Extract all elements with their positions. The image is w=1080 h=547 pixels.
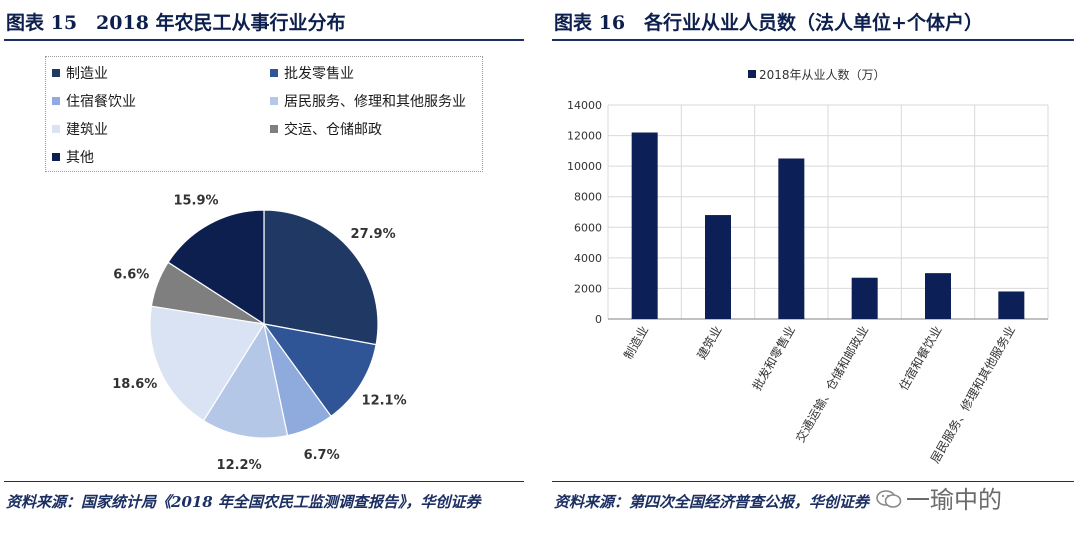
pie-legend-swatch bbox=[270, 97, 278, 105]
bar-category-label: 居民服务、修理和其他服务业 bbox=[927, 323, 1018, 466]
right-panel: 图表 16 各行业从业人员数（法人单位+个体户） 2018年从业人数（万） 0 20… bbox=[548, 0, 1080, 547]
pie-legend-item: 交运、仓储邮政 bbox=[270, 118, 382, 140]
bar-category-label: 交通运输、仓储和邮政业 bbox=[792, 323, 871, 445]
bar-y-tick-label: 2000 bbox=[574, 282, 602, 295]
pie-legend-item: 建筑业 bbox=[52, 118, 108, 140]
bar bbox=[705, 215, 731, 319]
pie-legend-label: 住宿餐饮业 bbox=[66, 94, 136, 110]
pie-legend-swatch bbox=[52, 153, 60, 161]
pie-legend-swatch bbox=[270, 69, 278, 77]
bar-y-tick-label: 8000 bbox=[574, 191, 602, 204]
bar-chart: 2018年从业人数（万） 0 2000 4000 6000 8000 10000 12000 1… bbox=[567, 67, 1049, 466]
pie-slice bbox=[262, 323, 377, 418]
pie-data-label: 6.7% bbox=[304, 448, 340, 463]
left-source-rule bbox=[4, 481, 524, 482]
left-panel: 图表 15 2018 年农民工从事行业分布 制造业 批发零售业住宿餐饮业 居民服务、… bbox=[0, 0, 530, 547]
pie-legend-item: 其他 bbox=[52, 146, 94, 168]
right-figure-title: 图表 16 各行业从业人员数（法人单位+个体户） bbox=[554, 12, 983, 34]
bar-category-label: 批发和零售业 bbox=[749, 323, 798, 393]
pie-legend-swatch bbox=[270, 125, 278, 133]
pie-data-label: 27.9% bbox=[351, 227, 396, 242]
pie-legend-item: 居民服务、修理和其他服务业 bbox=[270, 90, 466, 112]
pie-legend-swatch bbox=[52, 97, 60, 105]
wechat-icon bbox=[876, 490, 902, 508]
pie-slice bbox=[263, 209, 379, 346]
bar-category-label: 住宿和餐饮业 bbox=[896, 323, 945, 393]
bar-y-tick-label: 6000 bbox=[574, 221, 602, 234]
pie-data-label: 6.6% bbox=[113, 267, 149, 282]
right-title-rule bbox=[552, 39, 1074, 41]
right-source-note: 资料来源：第四次全国经济普查公报，华创证券 bbox=[554, 493, 870, 511]
bar-y-tick-label: 12000 bbox=[567, 130, 602, 143]
pie-legend-swatch bbox=[52, 125, 60, 133]
pie-data-label: 12.2% bbox=[217, 458, 262, 473]
pie-legend-label: 建筑业 bbox=[66, 122, 108, 138]
pie-slice bbox=[167, 209, 265, 326]
pie-legend-label: 制造业 bbox=[66, 66, 108, 82]
pie-legend-swatch bbox=[52, 69, 60, 77]
bar bbox=[778, 158, 805, 319]
pie-legend-label: 居民服务、修理和其他服务业 bbox=[284, 94, 466, 110]
left-title-rule bbox=[4, 39, 524, 41]
pie-legend-label: 交运、仓储邮政 bbox=[284, 122, 382, 138]
pie-chart: 27.9% 12.1% 6.7% 12.2% 18.6% 6.6% 15.9% bbox=[112, 193, 407, 473]
bar-category-label: 制造业 bbox=[621, 324, 651, 362]
pie-legend-item: 批发零售业 bbox=[270, 62, 354, 84]
pie-slice bbox=[149, 305, 265, 422]
bar-y-tick-label: 10000 bbox=[567, 160, 602, 173]
bar-y-tick-label: 14000 bbox=[567, 99, 602, 112]
pie-legend-item: 住宿餐饮业 bbox=[52, 90, 136, 112]
pie-legend-label: 其他 bbox=[66, 150, 94, 166]
pie-data-label: 15.9% bbox=[173, 193, 218, 208]
pie-data-label: 18.6% bbox=[112, 377, 157, 392]
bar bbox=[925, 273, 951, 319]
bar bbox=[998, 291, 1025, 319]
pie-legend-item: 制造业 bbox=[52, 62, 108, 84]
bar bbox=[631, 132, 658, 319]
pie-legend-label: 批发零售业 bbox=[284, 66, 354, 82]
bar-y-tick-label: 0 bbox=[595, 313, 602, 326]
pie-data-label: 12.1% bbox=[362, 394, 407, 409]
pie-legend: 制造业 批发零售业住宿餐饮业 居民服务、修理和其他服务业建筑业 交运、仓储邮政其他 bbox=[45, 56, 483, 172]
bar-y-tick-label: 4000 bbox=[574, 252, 602, 265]
pie-slice bbox=[202, 322, 289, 439]
right-source-rule bbox=[552, 481, 1074, 482]
bar bbox=[851, 277, 878, 319]
left-figure-title: 图表 15 2018 年农民工从事行业分布 bbox=[6, 12, 346, 34]
bar-legend: 2018年从业人数（万） bbox=[748, 67, 886, 82]
bar-legend-label: 2018年从业人数（万） bbox=[759, 67, 886, 82]
bar-legend-swatch bbox=[748, 70, 756, 78]
watermark-text: 一瑜中的 bbox=[906, 486, 1002, 514]
bar-category-label: 建筑业 bbox=[694, 323, 725, 362]
left-source-note: 资料来源：国家统计局《2018 年全国农民工监测调查报告》，华创证券 bbox=[6, 493, 481, 511]
